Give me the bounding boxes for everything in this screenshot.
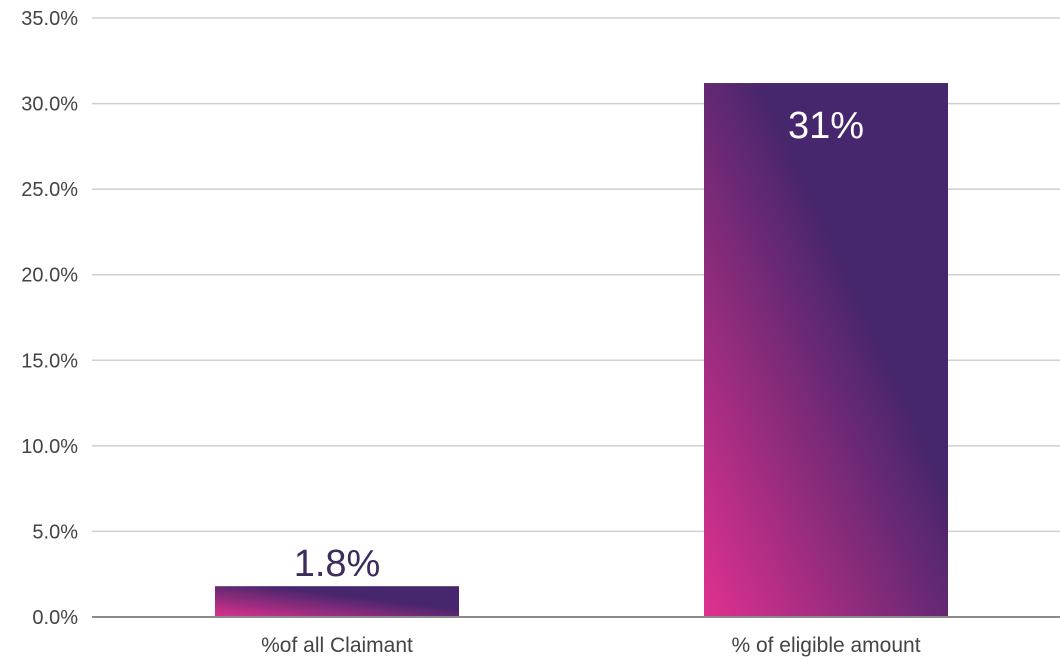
data-labels: 1.8% 31%	[294, 105, 864, 585]
y-tick-label: 20.0%	[21, 265, 78, 287]
y-axis-tick-labels: 0.0% 5.0% 10.0% 15.0% 20.0% 25.0% 30.0% 35.0%	[21, 8, 78, 629]
y-tick-label: 10.0%	[21, 436, 78, 458]
y-tick-label: 15.0%	[21, 350, 78, 372]
data-label: 31%	[788, 105, 864, 147]
bars	[215, 83, 948, 617]
x-category-label: % of eligible amount	[731, 634, 920, 657]
x-axis-category-labels: %of all Claimant % of eligible amount	[261, 634, 921, 657]
y-tick-label: 5.0%	[32, 521, 78, 543]
bar	[704, 83, 948, 617]
x-category-label: %of all Claimant	[261, 634, 413, 657]
y-tick-label: 25.0%	[21, 179, 78, 201]
y-tick-label: 30.0%	[21, 94, 78, 116]
y-tick-label: 35.0%	[21, 8, 78, 30]
y-tick-label: 0.0%	[32, 607, 78, 629]
bar	[215, 586, 459, 617]
gridlines	[92, 17, 1060, 533]
data-label: 1.8%	[294, 543, 381, 585]
